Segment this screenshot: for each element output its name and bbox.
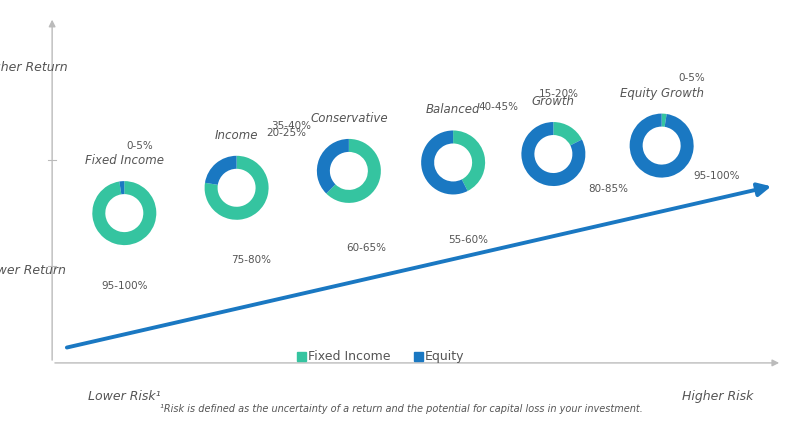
- Wedge shape: [630, 114, 694, 178]
- Text: ¹Risk is defined as the uncertainty of a return and the potential for capital lo: ¹Risk is defined as the uncertainty of a…: [160, 404, 642, 414]
- Text: Conservative: Conservative: [310, 112, 387, 125]
- Wedge shape: [92, 181, 156, 245]
- Wedge shape: [205, 156, 237, 185]
- Text: 75-80%: 75-80%: [232, 255, 272, 265]
- Text: 0-5%: 0-5%: [678, 73, 705, 83]
- Wedge shape: [453, 130, 485, 191]
- Text: Income: Income: [215, 129, 258, 142]
- Text: 15-20%: 15-20%: [538, 89, 578, 99]
- Wedge shape: [421, 130, 468, 195]
- Wedge shape: [521, 122, 585, 186]
- Text: 40-45%: 40-45%: [478, 103, 518, 113]
- Text: 20-25%: 20-25%: [266, 128, 306, 138]
- Wedge shape: [205, 156, 269, 220]
- Text: 0-5%: 0-5%: [126, 141, 152, 151]
- Text: 55-60%: 55-60%: [448, 235, 488, 245]
- Text: Higher Return: Higher Return: [0, 61, 68, 74]
- Text: 95-100%: 95-100%: [101, 281, 148, 291]
- Text: Growth: Growth: [532, 95, 575, 108]
- Text: Higher Risk: Higher Risk: [683, 390, 753, 403]
- Text: Balanced: Balanced: [426, 103, 480, 116]
- Text: 60-65%: 60-65%: [346, 243, 387, 253]
- Text: 80-85%: 80-85%: [589, 184, 629, 194]
- Text: Equity: Equity: [425, 350, 464, 363]
- Bar: [297, 352, 306, 361]
- Text: Equity Growth: Equity Growth: [620, 87, 703, 100]
- Text: Lower Return: Lower Return: [0, 264, 66, 276]
- Wedge shape: [553, 122, 582, 146]
- Wedge shape: [662, 114, 666, 127]
- Text: 35-40%: 35-40%: [271, 121, 311, 131]
- Wedge shape: [317, 139, 349, 194]
- Wedge shape: [119, 181, 124, 195]
- Text: 95-100%: 95-100%: [694, 170, 740, 181]
- Text: Fixed Income: Fixed Income: [85, 154, 164, 167]
- Wedge shape: [326, 139, 381, 203]
- Bar: [414, 352, 423, 361]
- Text: Fixed Income: Fixed Income: [308, 350, 391, 363]
- Text: Lower Risk¹: Lower Risk¹: [88, 390, 160, 403]
